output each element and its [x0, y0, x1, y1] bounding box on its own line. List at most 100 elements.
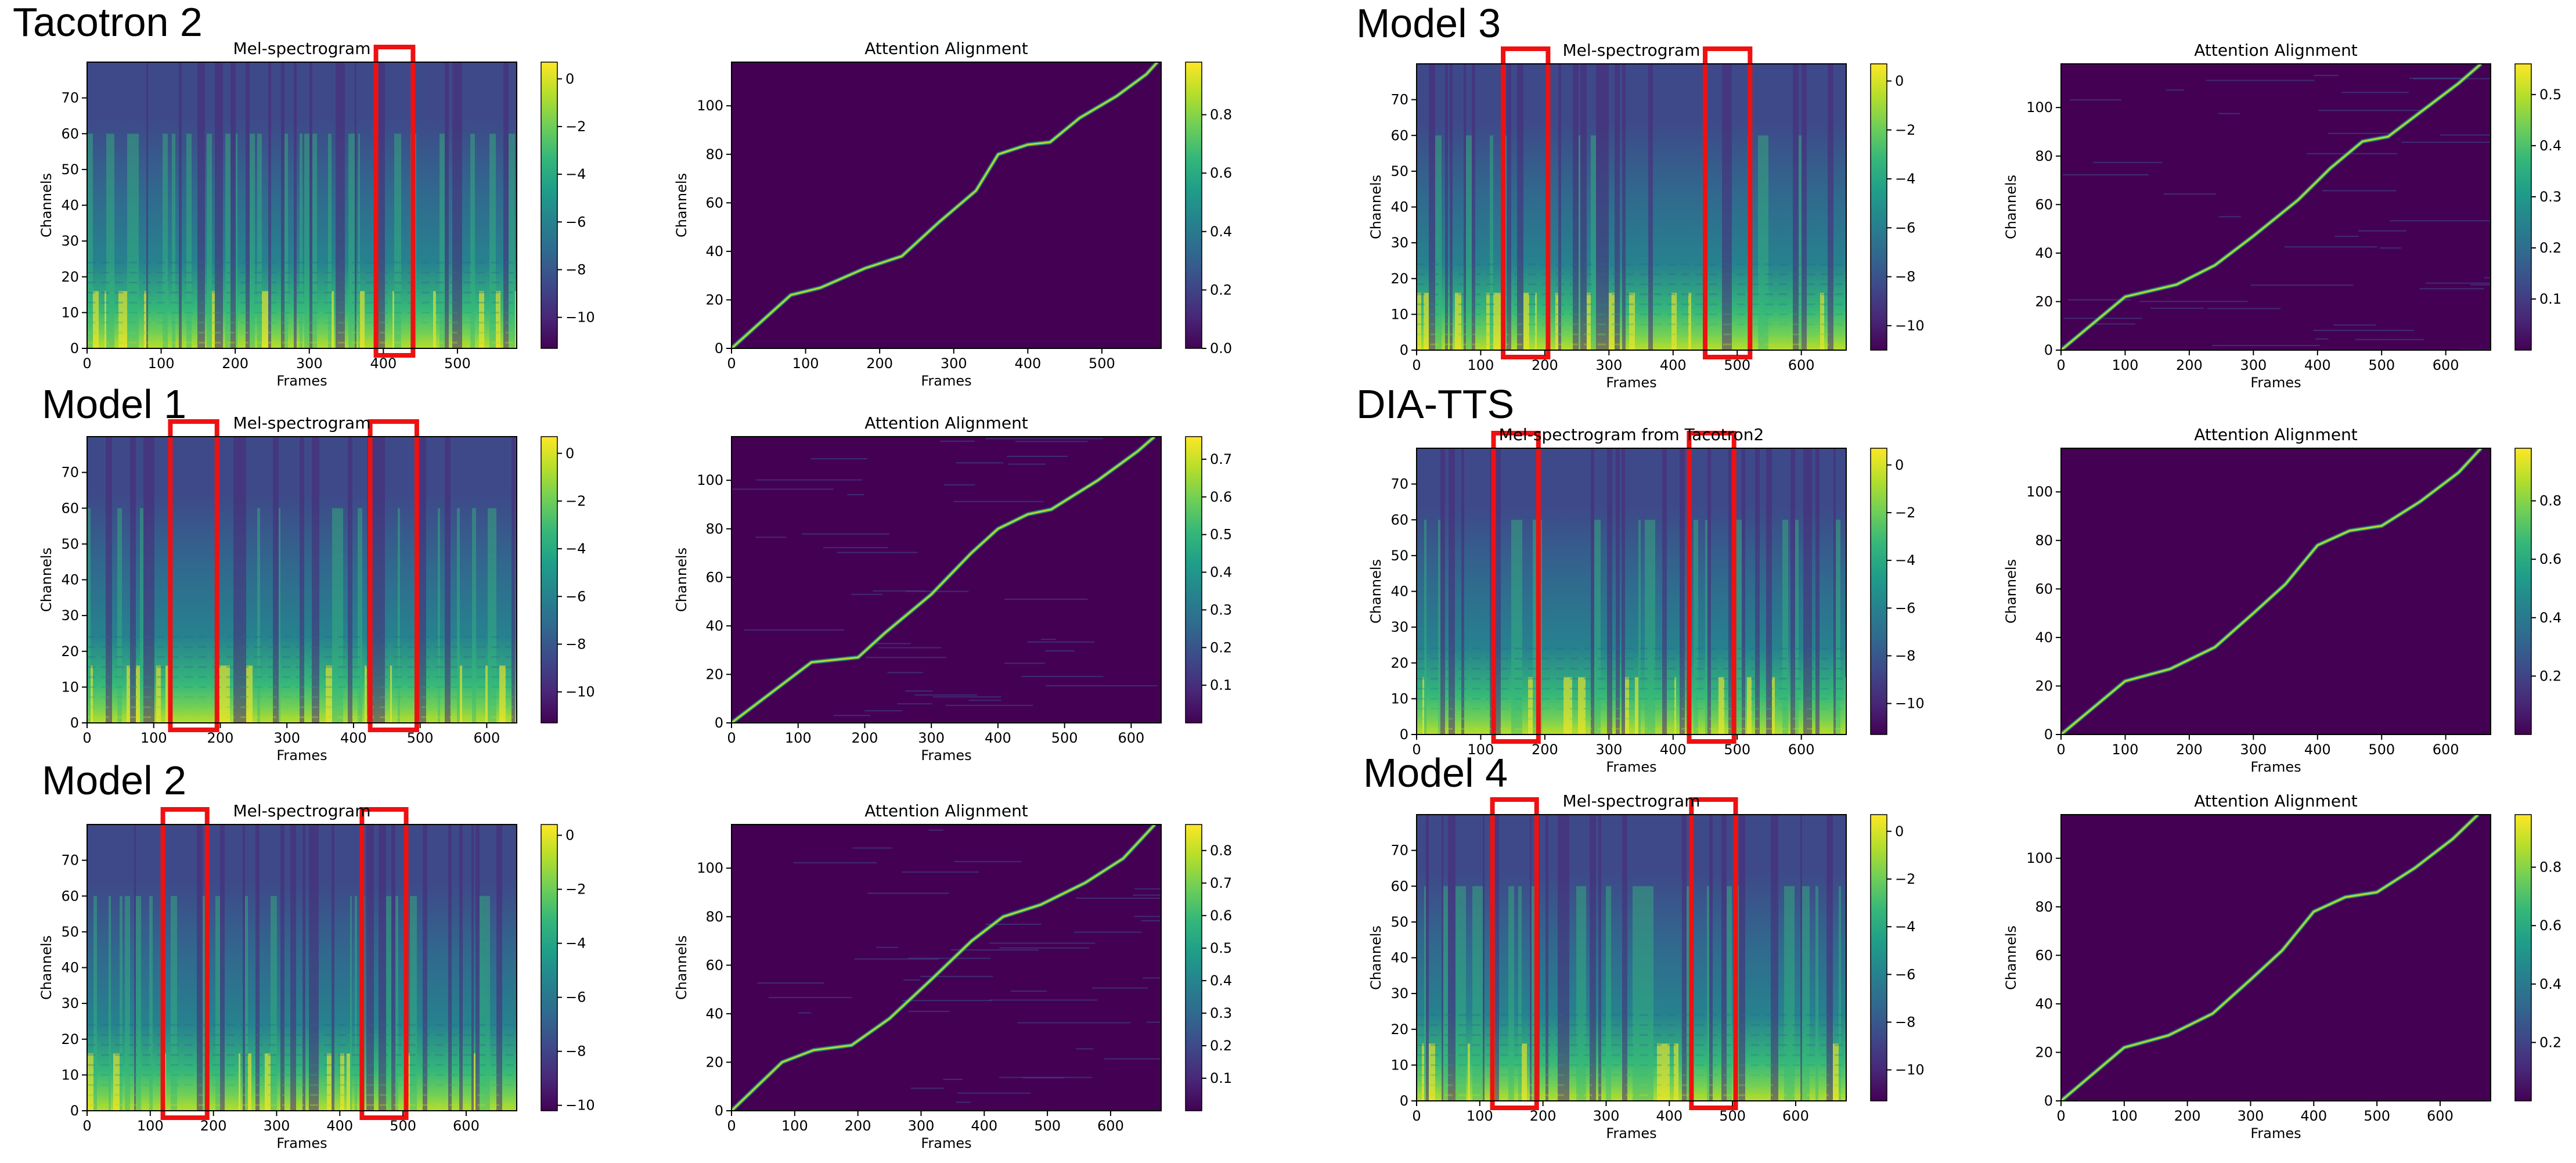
y-tick-label: 70 [61, 465, 79, 481]
mel-stripe [130, 437, 136, 723]
x-tick-label: 300 [296, 355, 323, 372]
attention-alignment-plot: 0 100 200 300 400 500 0 20 40 60 80 100 Attention Al… [673, 39, 1232, 389]
y-tick-label: 20 [1390, 655, 1408, 671]
mel-stripe [392, 291, 394, 348]
x-tick-label: 500 [1089, 355, 1115, 372]
mel-stripe [120, 896, 123, 1111]
mel-stripe [1622, 448, 1625, 734]
mel-stripe [413, 896, 417, 1111]
mel-stripe [379, 824, 384, 1111]
mel-spectrogram-plot: 0 100 200 300 400 500 600 0 10 20 30 40 50 60 70 Mel-sp… [38, 413, 595, 764]
mel-stripe [1530, 815, 1532, 1101]
y-tick-label: 0 [70, 340, 79, 357]
x-tick-label: 100 [781, 1118, 808, 1134]
plot-title: Attention Alignment [2194, 41, 2358, 60]
x-tick-label: 500 [1724, 357, 1750, 373]
panel-0: Tacotron 20 100 200 300 400 50001020304050607… [13, 0, 1232, 389]
x-tick-label: 400 [971, 1118, 997, 1134]
y-tick-label: 80 [2035, 899, 2053, 915]
mel-stripe [312, 437, 316, 723]
plot-title: Mel-spectrogram [233, 801, 371, 820]
colorbar-tick-label: 0.1 [2539, 291, 2561, 307]
mel-stripe [390, 665, 392, 723]
mel-stripe [304, 134, 309, 348]
mel-stripe [445, 62, 449, 348]
mel-stripe [1483, 815, 1485, 1101]
mel-stripe [1558, 815, 1561, 1101]
y-tick-label: 60 [705, 957, 723, 973]
mel-stripe [499, 665, 506, 723]
mel-stripe [1442, 815, 1443, 1101]
x-tick-label: 0 [82, 1118, 91, 1134]
mel-stripe [1468, 1043, 1470, 1101]
colorbar-tick-label: −10 [565, 1097, 595, 1114]
y-tick-label: 0 [70, 715, 79, 731]
mel-stripe [1800, 815, 1802, 1101]
mel-stripe [471, 824, 474, 1111]
mel-stripe [1573, 64, 1579, 350]
x-tick-label: 0 [2056, 357, 2065, 373]
mel-heatmap [87, 437, 517, 723]
mel-stripe [1602, 64, 1605, 350]
colorbar-tick-label: 0.8 [1210, 842, 1232, 859]
y-tick-label: 50 [1390, 914, 1408, 930]
colorbar-tick-label: 0.6 [2539, 917, 2561, 934]
y-tick-label: 40 [61, 197, 79, 214]
mel-stripe [309, 62, 312, 348]
y-tick-label: 0 [70, 1103, 79, 1119]
colorbar-tick-label: −4 [1895, 171, 1915, 187]
y-axis-label: Channels [1368, 175, 1384, 239]
mel-stripe [1495, 815, 1499, 1101]
colorbar [1870, 448, 1887, 735]
mel-stripe [1426, 815, 1429, 1101]
plot-title: Attention Alignment [2194, 425, 2358, 444]
colorbar-tick-label: −6 [565, 989, 586, 1006]
mel-stripe [250, 134, 255, 348]
mel-stripe [1429, 64, 1435, 350]
x-tick-label: 100 [792, 355, 819, 372]
y-tick-label: 0 [2044, 342, 2053, 358]
colorbar-tick-label: 0 [565, 445, 574, 462]
mel-stripe [1662, 1043, 1665, 1101]
mel-stripe [224, 665, 230, 723]
mel-stripe [1472, 886, 1478, 1101]
colorbar [2514, 63, 2532, 351]
x-tick-label: 200 [845, 1118, 871, 1134]
y-tick-label: 50 [1390, 163, 1408, 179]
y-tick-label: 0 [715, 340, 723, 357]
panel-label: Model 1 [42, 381, 186, 427]
mel-stripe [284, 134, 288, 348]
y-tick-label: 0 [1400, 1093, 1408, 1109]
x-tick-label: 600 [1097, 1118, 1124, 1134]
mel-stripe [316, 437, 319, 723]
x-tick-label: 500 [1034, 1118, 1061, 1134]
x-tick-label: 100 [2112, 357, 2139, 373]
plot-title: Attention Alignment [864, 413, 1028, 433]
colorbar-tick-label: −10 [1895, 1062, 1925, 1078]
attention-heatmap [732, 824, 1161, 1111]
mel-stripe [309, 824, 314, 1111]
colorbar-tick-label: −2 [1895, 505, 1915, 521]
mel-stripe [245, 896, 248, 1111]
colorbar-tick-label: −10 [1895, 318, 1925, 334]
highlight-box [1490, 797, 1539, 1110]
mel-stripe [212, 291, 215, 348]
mel-stripe [136, 896, 141, 1111]
x-tick-label: 400 [1014, 355, 1041, 372]
mel-stripe [197, 62, 200, 348]
y-tick-label: 60 [61, 125, 79, 142]
mel-spectrogram-plot: 0 100 200 300 400 500 600 0 10 20 30 40 50 60 70 Mel-sp… [1368, 791, 1925, 1142]
x-tick-label: 600 [2427, 1108, 2453, 1124]
y-tick-label: 20 [61, 1031, 79, 1047]
alignment-path [2061, 448, 2482, 734]
mel-stripe [1815, 886, 1818, 1101]
mel-heatmap [1417, 815, 1846, 1101]
y-tick-label: 50 [61, 536, 79, 552]
x-tick-label: 400 [1660, 741, 1687, 758]
x-tick-label: 300 [941, 355, 967, 372]
mel-stripe [1682, 815, 1687, 1101]
x-tick-label: 600 [1782, 1108, 1809, 1124]
colorbar-tick-label: −2 [1895, 871, 1915, 887]
colorbar-tick-label: 0.2 [1210, 639, 1232, 656]
mel-stripe [1747, 677, 1752, 734]
